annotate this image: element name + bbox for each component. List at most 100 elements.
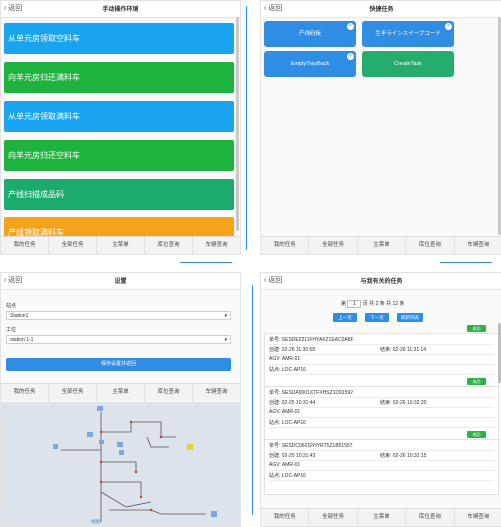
tab-all-tasks[interactable]: 全部任务 (309, 509, 358, 526)
tab-my-tasks[interactable]: 我的任务 (261, 237, 310, 254)
connector-line (180, 262, 232, 263)
tab-vehicle-query[interactable]: 车辆查询 (205, 242, 228, 248)
back-button[interactable]: ‹ 返回 (264, 277, 283, 284)
panel-settings: ‹ 返回 设置 站点 Station1 ▾ 工位 station 1-1 ▾ 保存设… (0, 272, 241, 527)
back-label: 返回 (268, 5, 283, 12)
chevron-down-icon: ▾ (224, 313, 227, 319)
tab-main-menu[interactable]: 主菜单 (97, 384, 145, 401)
record-end-time: 结束: 02-26 10:32:15 (380, 453, 427, 459)
record-end-time: 结束: 02-26 11:31:14 (380, 347, 427, 353)
tab-main-menu[interactable]: 主菜单 (358, 237, 407, 254)
tab-vehicle-query[interactable]: 车辆查询 (467, 242, 490, 248)
tile-label: EmptyTrayBack (290, 61, 330, 67)
scrollbar[interactable] (498, 17, 501, 235)
quick-task-tile[interactable]: CreateTask (362, 51, 454, 77)
tab-all-tasks[interactable]: 全部任务 (49, 237, 97, 254)
tab-location-query[interactable]: 库位查询 (406, 237, 455, 254)
tab-location-query[interactable]: 库位查询 (145, 384, 193, 401)
panel-manual-operation: ‹ 返回 手动操作环境 从单元房领取空料车 向羊元房归还满料车 从单元房领取满料车向… (0, 0, 241, 255)
record-field: 创建: 02-25 10:31:44 (269, 399, 494, 408)
tab-my-tasks[interactable]: 我的任务 (1, 384, 49, 401)
record-field: 创建: 02-25 10:31:43 (269, 452, 494, 461)
station-value: Station1 (10, 313, 29, 319)
tab-main-menu[interactable]: 主菜单 (358, 509, 407, 526)
tile-label: CreateTask (394, 61, 422, 67)
close-icon[interactable]: × (347, 23, 354, 30)
panel-my-tasks: ‹ 返回 与我有关的任务 第 1 页 共 2 条 共 12 条 上一页 下一页 … (260, 272, 501, 527)
status-badge: 成功 (467, 378, 486, 385)
back-label: 返回 (8, 277, 23, 284)
close-icon[interactable]: × (347, 53, 354, 60)
status-badge: 成功 (467, 431, 486, 438)
next-page-button[interactable]: 下一页 (365, 313, 389, 322)
scrollbar[interactable] (498, 323, 501, 383)
header: ‹ 返回 快捷任务 (261, 1, 501, 18)
workstation-value: station 1-1 (10, 337, 34, 343)
quick-task-tile[interactable]: 产线码板 × (264, 21, 356, 47)
workstation-select[interactable]: station 1-1 ▾ (6, 335, 231, 344)
back-button[interactable]: ‹ 返回 (264, 5, 283, 12)
tab-all-tasks[interactable]: 全部任务 (309, 237, 358, 254)
tab-vehicle-query[interactable]: 车辆查询 (205, 389, 228, 395)
record-field: 单号: SESDA9001XTFXHSZ1D91592 (269, 389, 494, 398)
map-footer-label: 地图 (91, 519, 100, 524)
header: ‹ 返回 与我有关的任务 (261, 273, 501, 290)
connector-line (252, 285, 253, 515)
tile-label: 产线码板 (298, 31, 321, 37)
bottom-tabs: 我的任务 全部任务 主菜单 库位查询 车辆查询 (261, 236, 501, 254)
tab-all-tasks[interactable]: 全部任务 (49, 384, 97, 401)
map-view[interactable]: 地图 (1, 402, 240, 526)
page-input[interactable]: 1 (347, 300, 362, 308)
pager-info: 页 共 2 条 共 12 条 (362, 301, 405, 307)
refresh-list-button[interactable]: 刷新列表 (397, 313, 423, 322)
scrollbar[interactable] (236, 17, 239, 231)
station-select[interactable]: Station1 ▾ (6, 311, 231, 320)
page-title: 设置 (114, 279, 127, 285)
bottom-tabs: 我的任务 全部任务 主菜单 库位查询 车辆查询 (261, 508, 501, 526)
pager-prefix: 第 (341, 301, 347, 307)
back-label: 返回 (268, 277, 283, 284)
action-button[interactable]: 从单元房领取空料车 (4, 23, 234, 54)
action-button[interactable]: 向羊元房归还满料车 (4, 62, 234, 93)
record-field: 创建: 02-26 11:30:58 (269, 346, 494, 355)
record-end-time: 结束: 02-26 10:32:20 (380, 400, 427, 406)
station-label: 站点 (6, 303, 17, 309)
connector-line (246, 6, 247, 250)
record-field: 站点: LOC-AP16 (269, 419, 494, 428)
quick-task-tile[interactable]: EmptyTrayBack × (264, 51, 356, 77)
task-record[interactable]: 单号: SESDE2211FHYAFZ1EAC0A8F 创建: 02-26 11:… (264, 333, 499, 389)
tab-vehicle-query[interactable]: 车辆查询 (467, 514, 490, 520)
tab-location-query[interactable]: 库位查询 (406, 509, 455, 526)
action-button[interactable]: 产线扫描成品码 (4, 179, 234, 210)
action-button[interactable]: 向羊元房归还空料车 (4, 140, 234, 171)
task-record[interactable]: 单号: SESDC0601FHYRT5Z1B51557 创建: 02-25 10:… (264, 439, 499, 495)
record-field: 单号: SESDE2211FHYAFZ1EAC0A8F (269, 336, 494, 345)
header: ‹ 返回 手动操作环境 (1, 1, 240, 18)
prev-page-button[interactable]: 上一页 (333, 313, 357, 322)
back-label: 返回 (8, 5, 23, 12)
back-button[interactable]: ‹ 返回 (4, 277, 23, 284)
record-field: 站点: LOC-AP16 (269, 472, 494, 481)
record-field: AGV: AMR-01 (269, 356, 494, 365)
record-field: AGV: AMR-01 (269, 462, 494, 471)
page-title: 手动操作环境 (102, 7, 139, 13)
close-icon[interactable]: × (445, 23, 452, 30)
panel-quick-tasks: ‹ 返回 快捷任务 产线码板 × 生半ラインスイーブコード × EmptyTrayBac… (260, 0, 501, 255)
quick-task-tile[interactable]: 生半ラインスイーブコード × (362, 21, 454, 47)
record-field: 站点: LOC-AP16 (269, 366, 494, 375)
task-record[interactable]: 单号: SESDA9001XTFXHSZ1D91592 创建: 02-25 10:… (264, 386, 499, 442)
action-button[interactable]: 从单元房领取满料车 (4, 101, 234, 132)
tab-location-query[interactable]: 库位查询 (145, 237, 193, 254)
tab-main-menu[interactable]: 主菜单 (97, 237, 145, 254)
middle-tabs: 我的任务 全部任务 主菜单 库位查询 车辆查询 (1, 383, 240, 401)
map-canvas (53, 406, 217, 522)
status-badge: 成功 (467, 325, 486, 332)
back-button[interactable]: ‹ 返回 (4, 5, 23, 12)
chevron-down-icon: ▾ (224, 337, 227, 343)
tab-my-tasks[interactable]: 我的任务 (261, 509, 310, 526)
bottom-tabs: 我的任务 全部任务 主菜单 库位查询 车辆查询 (1, 236, 240, 254)
workstation-label: 工位 (6, 327, 17, 333)
record-field: AGV: AMR-01 (269, 409, 494, 418)
tab-my-tasks[interactable]: 我的任务 (1, 237, 49, 254)
save-settings-button[interactable]: 保存设置并返回 (6, 358, 231, 371)
